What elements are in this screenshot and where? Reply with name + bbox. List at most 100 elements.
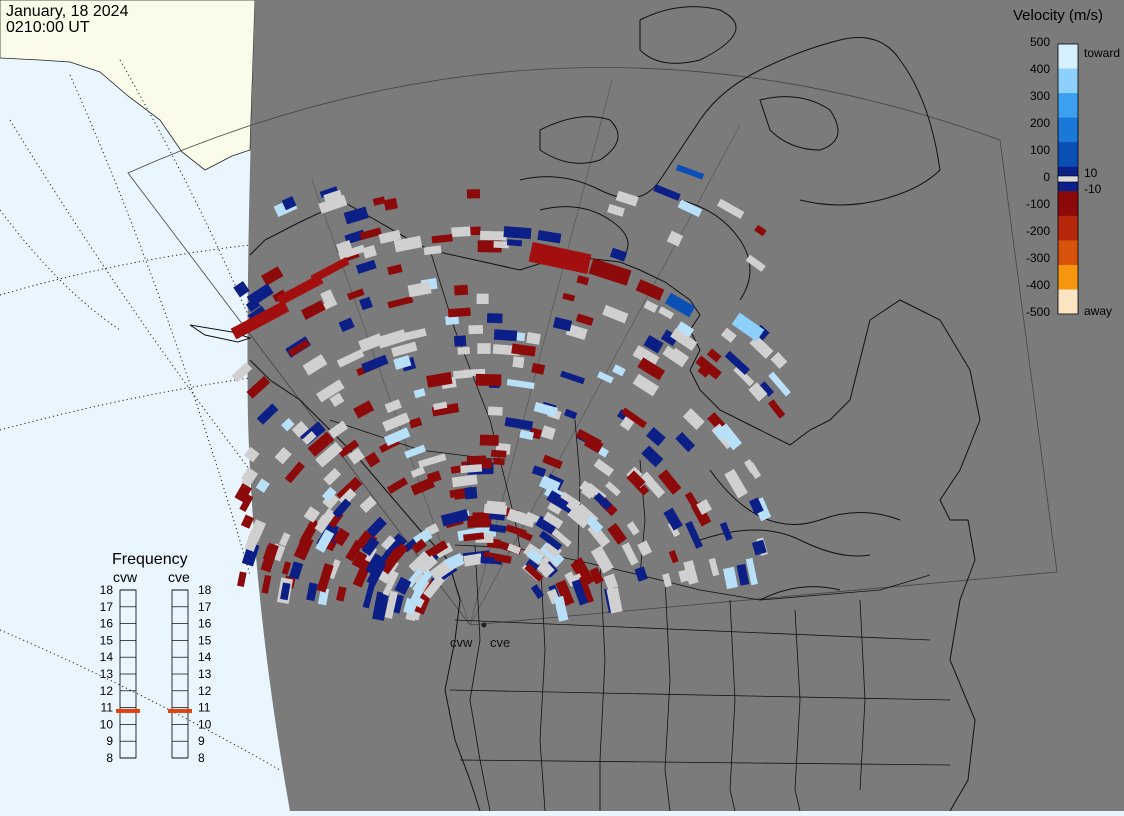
radar-echo-cell — [533, 401, 558, 417]
radar-echo-cell — [674, 321, 695, 340]
frequency-scale-label-right: 10 — [198, 717, 212, 731]
radar-echo-cell — [409, 587, 427, 607]
radar-echo-cell — [489, 523, 507, 534]
radar-echo-band — [635, 279, 665, 301]
radar-echo-cell — [382, 570, 399, 597]
radar-echo-cell — [317, 587, 330, 606]
frequency-scale-label-right: 16 — [198, 617, 212, 631]
velocity-colorbar: Velocity (m/s) 500 400 300 200 100 0 -100 -200 -… — [1013, 7, 1120, 319]
radar-echo-cell — [387, 296, 414, 309]
radar-echo-cell — [460, 464, 483, 474]
radar-echo-cell — [338, 317, 355, 333]
radar-echo-band — [664, 292, 696, 318]
radar-echo-cell — [410, 466, 426, 478]
radar-echo-cell — [328, 559, 341, 580]
colorbar-tick-label: -200 — [1026, 224, 1050, 238]
frequency-scale-label-right: 17 — [198, 600, 212, 614]
radar-echo-cell — [524, 563, 544, 582]
radar-echo-cell — [607, 203, 625, 217]
frequency-scale-label-left: 10 — [100, 717, 114, 731]
radar-echo-cell — [724, 468, 748, 499]
radar-echo-cell — [355, 259, 377, 274]
radar-echo-cell — [289, 561, 304, 580]
radar-echo-cell — [314, 508, 336, 534]
frequency-marker-cvw — [116, 708, 140, 713]
radar-echo-cell — [243, 446, 260, 463]
radar-echo-cell — [361, 354, 389, 373]
radar-echo-cell — [302, 430, 317, 446]
radar-echo-cell — [302, 354, 328, 376]
radar-echo-cell — [316, 563, 334, 593]
radar-echo-cell — [546, 490, 576, 514]
radar-echo-cell — [567, 508, 589, 529]
radar-echo-cell — [430, 560, 451, 581]
radar-echo-cell — [287, 339, 311, 357]
radar-echo-cell — [531, 465, 547, 478]
radar-echo-cell — [393, 235, 423, 253]
radar-echo-cell — [640, 471, 666, 499]
colorbar-swatch — [1058, 240, 1078, 266]
radar-echo-cell — [609, 247, 628, 262]
radar-echo-cell — [589, 567, 604, 585]
frequency-radar-cvw: cvw — [113, 569, 138, 585]
radar-echo-cell — [646, 426, 666, 447]
colorbar-swatch — [1058, 93, 1078, 119]
frequency-title: Frequency — [112, 551, 188, 568]
radar-echo-cell — [391, 341, 418, 357]
radar-echo-cell — [336, 586, 347, 602]
radar-echo-cell — [612, 364, 626, 377]
radar-echo-cell — [306, 582, 318, 602]
radar-echo-cell — [372, 591, 389, 621]
radar-echo-cell — [447, 307, 471, 318]
colorbar-tick-label: 200 — [1030, 116, 1050, 130]
radar-echo-cell — [359, 296, 373, 311]
radar-echo-cell — [274, 446, 292, 465]
radar-echo-cell — [320, 289, 336, 305]
radar-echo-cell — [431, 234, 453, 244]
radar-echo-cell — [593, 458, 615, 477]
frequency-scale-label-right: 13 — [198, 667, 212, 681]
radar-echo-cell — [575, 428, 602, 449]
radar-echo-cell — [322, 492, 340, 510]
radar-echo-cell — [658, 306, 675, 320]
colorbar-swatch — [1058, 68, 1078, 94]
radar-echo-cell — [241, 467, 259, 485]
frequency-scale-label-left: 9 — [106, 734, 113, 748]
radar-echo-cell — [382, 412, 411, 432]
radar-echo-cell — [748, 497, 764, 515]
radar-echo-cell — [365, 553, 385, 576]
radar-echo-cell — [712, 425, 728, 441]
radar-echo-cell — [353, 400, 375, 419]
colorbar-tick-label: 400 — [1030, 62, 1050, 76]
radar-echo-cell — [376, 329, 407, 349]
frequency-scale-label-right: 9 — [198, 734, 205, 748]
radar-echo-cell — [300, 300, 326, 320]
radar-site-marker — [481, 622, 487, 628]
radar-echo-cell — [486, 313, 503, 324]
radar-echo-cell — [637, 357, 666, 381]
colorbar-swatch — [1058, 191, 1078, 217]
radar-echo-cell — [426, 371, 453, 388]
radar-echo-cell — [239, 493, 254, 513]
frequency-scale-label-left: 12 — [100, 684, 114, 698]
radar-echo-cell — [632, 373, 660, 397]
colorbar-swatch — [1058, 264, 1078, 290]
radar-echo-cell — [551, 528, 572, 548]
radar-echo-cell — [562, 292, 576, 302]
radar-echo-cell — [413, 388, 426, 399]
radar-echo-cell — [418, 555, 438, 575]
radar-echoes — [230, 164, 791, 622]
radar-echo-cell — [637, 540, 653, 557]
radar-echo-cell — [512, 356, 525, 369]
frequency-panel: Frequency cvw cve 18 18 17 17 16 16 15 15 14 14 13… — [100, 551, 212, 765]
lat-lon-grid — [0, 59, 281, 771]
frequency-marker-cve — [168, 708, 192, 713]
frequency-scale-label-right: 12 — [198, 684, 212, 698]
radar-echo-cell — [596, 371, 614, 384]
radar-echo-cell — [696, 499, 713, 515]
radar-echo-band — [675, 164, 705, 180]
radar-echo-cell — [670, 328, 698, 351]
colorbar-away-label: away — [1084, 304, 1112, 318]
radar-echo-cell — [745, 254, 766, 272]
radar-echo-cell — [768, 399, 786, 419]
